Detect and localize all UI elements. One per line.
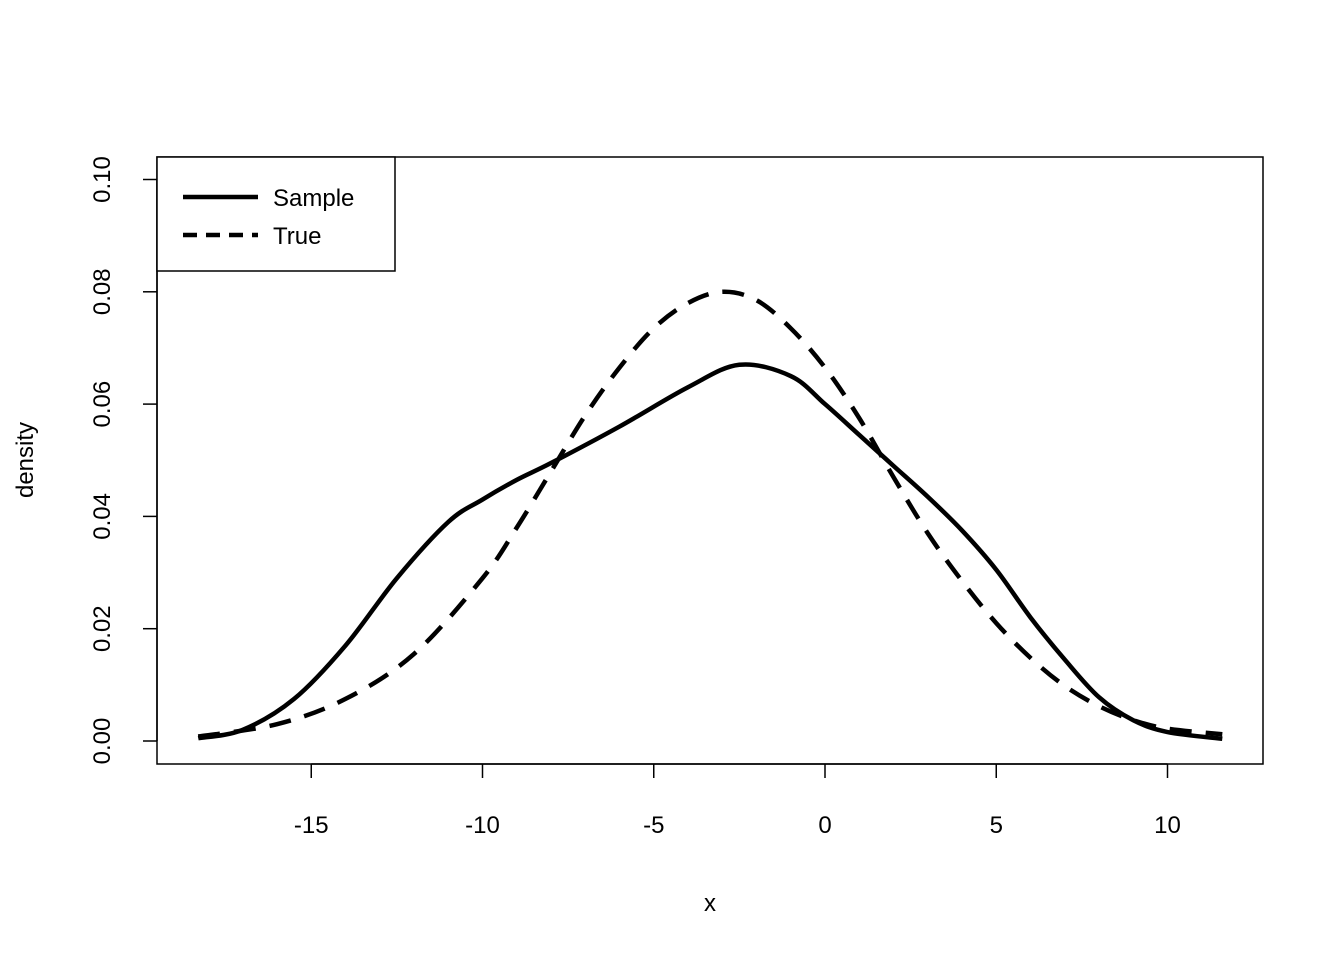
legend-box (156, 156, 396, 272)
x-tick-label: -10 (465, 812, 500, 839)
series-group (197, 289, 1223, 741)
x-tick-label: 5 (990, 812, 1003, 839)
series-line-sample (197, 362, 1223, 741)
x-axis-label: x (704, 890, 716, 917)
y-tick-label: 0.04 (89, 493, 116, 540)
y-tick-label: 0.08 (89, 268, 116, 315)
series-line-true (197, 289, 1223, 739)
y-tick-label: 0.00 (89, 718, 116, 765)
y-tick-label: 0.06 (89, 381, 116, 428)
y-tick-label: 0.02 (89, 605, 116, 652)
legend-label-true: True (273, 223, 321, 250)
legend: Sample True (156, 156, 396, 272)
x-axis: -15 -10 -5 0 5 10 (294, 763, 1181, 839)
y-axis: 0.00 0.02 0.04 0.06 0.08 0.10 (89, 156, 158, 765)
y-tick-label: 0.10 (89, 156, 116, 203)
legend-label-sample: Sample (273, 185, 354, 212)
x-tick-label: -5 (643, 812, 664, 839)
x-tick-label: 0 (818, 812, 831, 839)
y-axis-label: density (12, 422, 39, 498)
x-tick-label: -15 (294, 812, 329, 839)
x-tick-label: 10 (1154, 812, 1181, 839)
